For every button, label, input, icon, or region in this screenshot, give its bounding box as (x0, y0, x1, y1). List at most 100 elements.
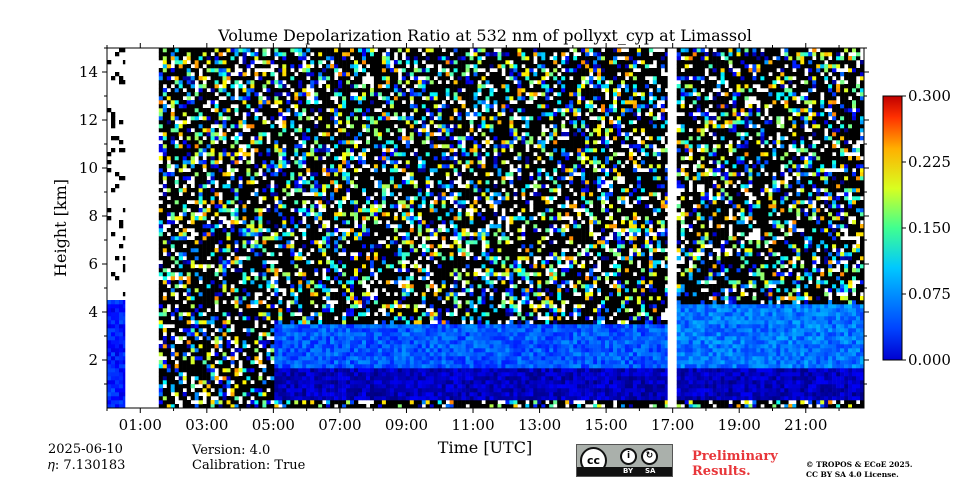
heatmap-cell (354, 236, 359, 241)
heatmap-cell (362, 92, 367, 97)
heatmap-cell (182, 116, 187, 121)
heatmap-cell (202, 228, 207, 233)
heatmap-cell (389, 372, 395, 377)
heatmap-cell (242, 76, 247, 81)
heatmap-cell (338, 404, 343, 408)
heatmap-cell (166, 244, 172, 249)
heatmap-cell (166, 312, 172, 317)
heatmap-cell (202, 100, 207, 105)
heatmap-cell (370, 192, 375, 197)
heatmap-cell (254, 388, 259, 393)
heatmap-cell (194, 396, 199, 401)
heatmap-cell (250, 72, 255, 77)
heatmap-cell (373, 220, 379, 225)
heatmap-cell (246, 180, 251, 185)
heatmap-cell (381, 116, 387, 121)
heatmap-cell (254, 244, 259, 249)
heatmap-cell (322, 168, 327, 173)
heatmap-cell (381, 120, 387, 125)
heatmap-cell (362, 208, 367, 213)
heatmap-cell (234, 156, 239, 161)
heatmap-cell (178, 64, 183, 69)
heatmap-cell (366, 200, 371, 205)
heatmap-cell (262, 336, 267, 341)
heatmap-cell (314, 56, 319, 61)
heatmap-cell (166, 100, 172, 105)
heatmap-cell (186, 400, 191, 405)
heatmap-cell (330, 332, 335, 337)
heatmap-cell (274, 252, 279, 257)
heatmap-cell (318, 360, 323, 365)
heatmap-cell (334, 140, 339, 145)
heatmap-cell (393, 76, 399, 81)
heatmap-cell (278, 112, 283, 117)
heatmap-cell (266, 156, 271, 161)
heatmap-cell (286, 88, 291, 93)
heatmap-cell (250, 300, 255, 305)
heatmap-cell (362, 144, 367, 149)
heatmap-cell (262, 152, 267, 157)
heatmap-cell (330, 308, 335, 313)
heatmap-cell (306, 148, 311, 153)
heatmap-cell (262, 384, 267, 389)
heatmap-cell (174, 268, 179, 273)
heatmap-cell (338, 188, 343, 193)
heatmap-cell (274, 280, 279, 285)
heatmap-cell (322, 196, 327, 201)
heatmap-cell (373, 112, 379, 117)
heatmap-cell (322, 48, 327, 53)
heatmap-cell (162, 344, 168, 349)
heatmap-cell (206, 48, 211, 53)
heatmap-cell (234, 236, 239, 241)
heatmap-cell (182, 164, 187, 169)
heatmap-cell (119, 80, 124, 85)
heatmap-cell (310, 196, 315, 201)
heatmap-cell (342, 392, 347, 397)
heatmap-cell (393, 372, 399, 377)
heatmap-cell (111, 352, 116, 357)
heatmap-cell (282, 168, 287, 173)
heatmap-cell (246, 396, 251, 401)
heatmap-cell (170, 172, 175, 177)
heatmap-cell (198, 324, 203, 329)
heatmap-cell (354, 196, 359, 201)
heatmap-cell (342, 204, 347, 209)
heatmap-cell (242, 340, 247, 345)
heatmap-cell (393, 228, 399, 233)
heatmap-cell (246, 316, 251, 321)
heatmap-cell (214, 68, 219, 73)
heatmap-cell (397, 136, 403, 141)
heatmap-cell (190, 396, 195, 401)
heatmap-cell (238, 176, 243, 181)
heatmap-cell (158, 72, 164, 77)
heatmap-cell (210, 76, 215, 81)
heatmap-cell (310, 400, 315, 405)
heatmap-cell (234, 312, 239, 317)
heatmap-cell (278, 204, 283, 209)
heatmap-cell (234, 368, 239, 373)
heatmap-cell (346, 316, 351, 321)
heatmap-cell (306, 204, 311, 209)
heatmap-cell (346, 136, 351, 141)
heatmap-cell (270, 396, 275, 401)
heatmap-cell (354, 152, 359, 157)
heatmap-cell (366, 60, 371, 65)
heatmap-cell (302, 188, 307, 193)
heatmap-cell (206, 296, 211, 301)
heatmap-cell (393, 328, 399, 333)
heatmap-cell (115, 380, 120, 385)
heatmap-cell (218, 148, 223, 153)
heatmap-cell (366, 208, 371, 213)
heatmap-cell (334, 240, 339, 245)
heatmap-cell (334, 396, 339, 401)
heatmap-cell (354, 292, 359, 297)
heatmap-cell (238, 388, 243, 393)
heatmap-cell (166, 180, 172, 185)
heatmap-cell (226, 360, 231, 365)
heatmap-cell (182, 72, 187, 77)
heatmap-cell (381, 140, 387, 145)
heatmap-cell (170, 116, 175, 121)
heatmap-cell (294, 320, 299, 325)
heatmap-cell (302, 108, 307, 113)
heatmap-cell (250, 344, 255, 349)
